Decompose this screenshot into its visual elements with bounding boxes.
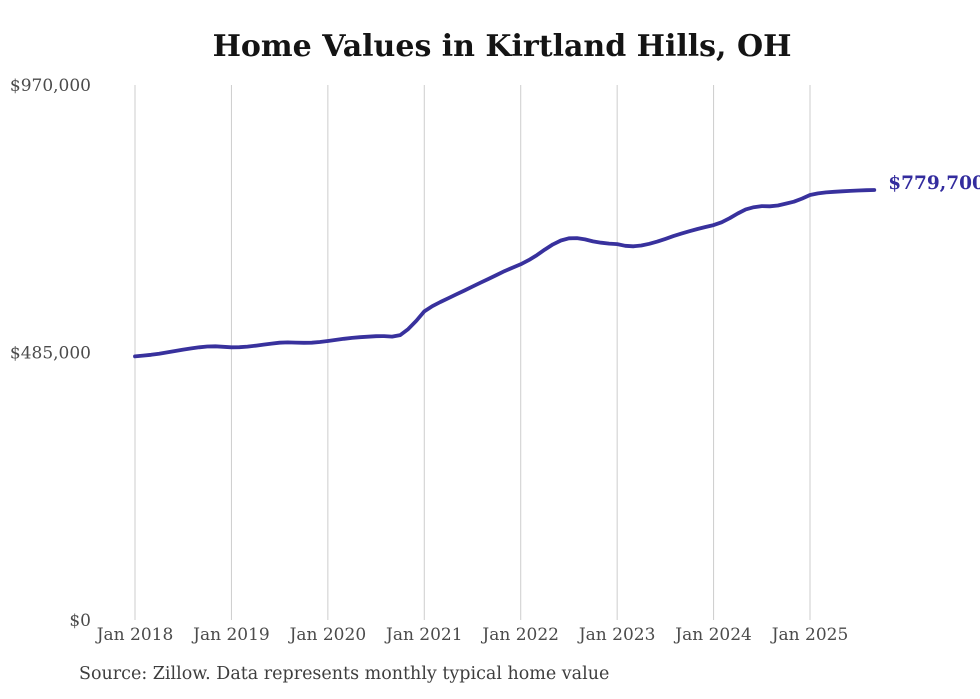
x-tick-label: Jan 2020 — [288, 625, 367, 645]
x-tick-label: Jan 2021 — [384, 625, 463, 645]
x-tick-label: Jan 2019 — [191, 625, 270, 645]
chart-title: Home Values in Kirtland Hills, OH — [212, 29, 792, 64]
y-tick-label: $0 — [69, 611, 91, 631]
x-tick-label: Jan 2022 — [480, 625, 559, 645]
home-value-line — [133, 188, 877, 359]
source-note: Source: Zillow. Data represents monthly … — [79, 664, 610, 684]
end-value-label: $779,700 — [888, 173, 980, 194]
x-tick-label: Jan 2023 — [577, 625, 656, 645]
y-tick-label: $485,000 — [10, 344, 91, 364]
x-tick-label: Jan 2024 — [673, 625, 752, 645]
y-tick-label: $970,000 — [10, 76, 91, 96]
x-tick-label: Jan 2025 — [770, 625, 849, 645]
x-tick-label: Jan 2018 — [95, 625, 174, 645]
